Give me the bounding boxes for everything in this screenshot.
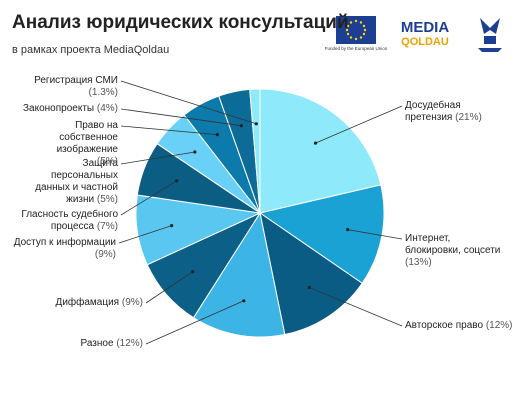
leader-dot — [239, 124, 243, 128]
eu-stars — [345, 19, 367, 41]
leader-line — [309, 287, 403, 327]
category-name: Защита персональных данных и частной жиз… — [35, 158, 118, 205]
leader-line — [145, 271, 193, 304]
leader-dot — [191, 270, 195, 274]
leader-line — [120, 180, 177, 216]
leader-line — [120, 108, 242, 127]
leader-line — [120, 125, 218, 135]
eu-logo: Funded by the European Union — [325, 16, 388, 51]
value-label: (1.3%) — [88, 87, 118, 98]
category-name: Право на собственное изображение — [56, 120, 118, 155]
category-name: Законопроекты — [23, 103, 95, 114]
leader-line — [118, 225, 172, 244]
slice-label: Интернет, блокировки, соцсети (13%) — [405, 233, 505, 269]
category-name: Авторское право — [405, 320, 484, 331]
pie-slice — [259, 88, 382, 214]
slice-label: Законопроекты (4%) — [8, 103, 118, 115]
leader-dot — [242, 299, 246, 303]
category-name: Интернет, блокировки, соцсети — [405, 233, 501, 256]
category-name: Диффамация — [55, 297, 120, 308]
value-label: (5%) — [96, 156, 118, 167]
category-name: Досудебная претензия — [405, 100, 461, 123]
logo-media: MEDIA — [401, 19, 450, 36]
leader-dot — [170, 224, 174, 228]
leader-dot — [175, 179, 179, 183]
leader-dot — [313, 141, 318, 145]
slice-label: Гласность судебного процесса (7%) — [18, 209, 118, 233]
slice-label: Регистрация СМИ (1.3%) — [28, 75, 118, 99]
slice-label: Разное (12%) — [33, 338, 144, 350]
value-label: (21%) — [455, 112, 482, 123]
value-label: (9%) — [121, 297, 143, 308]
slice-label: Доступ к информации (9%) — [6, 237, 116, 261]
leader-line — [120, 80, 257, 125]
leader-dot — [215, 132, 219, 137]
value-label: (5%) — [96, 194, 118, 205]
value-label: (7%) — [96, 221, 118, 232]
pie-slice — [258, 184, 385, 284]
value-label: (4%) — [96, 103, 118, 114]
value-label: (12%) — [116, 338, 143, 349]
category-name: Доступ к информации — [13, 237, 116, 248]
pie-slice — [192, 211, 286, 338]
pie-slice — [249, 88, 261, 214]
emblem — [478, 18, 502, 52]
leader-dot — [193, 150, 197, 154]
slice-label: Досудебная претензия (21%) — [405, 100, 505, 124]
category-name: Гласность судебного процесса — [21, 209, 118, 232]
value-label: (13%) — [405, 257, 432, 268]
slice-label: Диффамация (9%) — [33, 297, 143, 309]
slice-label: Авторское право (12%) — [405, 320, 515, 332]
category-name: Разное — [80, 338, 114, 349]
leader-dot — [346, 227, 350, 232]
chart-title: Анализ юридических консультаций — [12, 12, 349, 33]
logo-qoldau: QOLDAU — [401, 36, 449, 48]
pie-slice — [259, 211, 363, 336]
eu-caption: Funded by the European Union — [325, 46, 388, 51]
leader-line — [347, 229, 403, 240]
leader-line — [145, 300, 244, 345]
value-label: (12%) — [485, 320, 513, 331]
leader-dot — [307, 285, 311, 290]
leader-dot — [254, 122, 258, 126]
chart-subtitle: в рамках проекта MediaQoldau — [12, 44, 170, 56]
slice-label: Защита персональных данных и частной жиз… — [28, 158, 118, 206]
category-name: Регистрация СМИ — [34, 75, 118, 86]
leader-line — [120, 151, 195, 165]
leader-line — [315, 105, 403, 144]
slice-label: Право на собственное изображение (5%) — [38, 120, 118, 168]
value-label: (9%) — [94, 249, 116, 260]
